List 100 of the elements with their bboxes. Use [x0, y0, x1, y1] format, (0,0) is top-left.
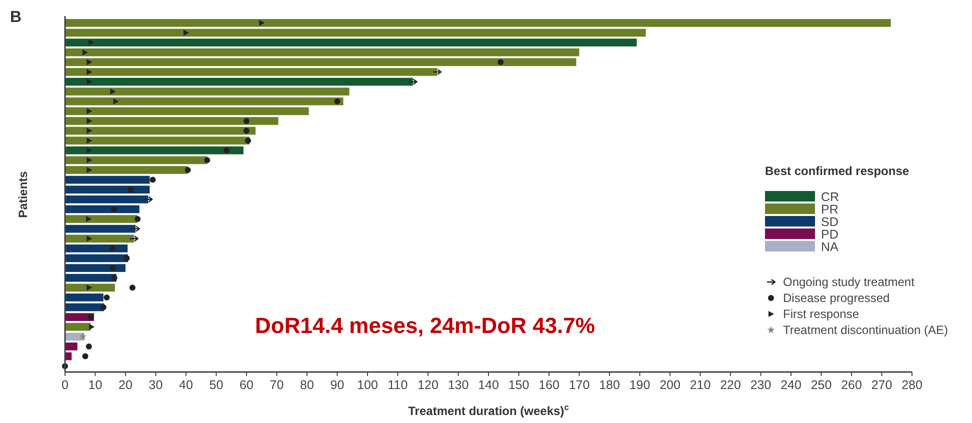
- legend-label: Treatment discontinuation (AE): [783, 323, 948, 337]
- bar: [65, 166, 188, 174]
- bar: [65, 19, 891, 27]
- chart-title: B: [10, 9, 22, 26]
- point: [111, 274, 118, 281]
- point: [124, 255, 130, 262]
- legend-label: Disease progressed: [783, 291, 890, 305]
- point: [134, 216, 141, 222]
- point: [224, 147, 230, 154]
- point: [184, 30, 189, 36]
- x-tick-label: 270: [871, 378, 892, 392]
- bar: [65, 146, 244, 154]
- point: [88, 314, 94, 320]
- bar: [65, 234, 134, 243]
- point: [204, 157, 210, 164]
- x-tick-label: 90: [330, 378, 344, 392]
- bar: [65, 284, 115, 292]
- bar: [65, 342, 78, 350]
- point: [89, 324, 95, 330]
- bar: [65, 224, 136, 233]
- point: [498, 59, 504, 66]
- x-tick-label: 140: [478, 378, 499, 392]
- x-tick-label: 280: [902, 378, 922, 392]
- bar: [65, 215, 138, 223]
- point: [244, 128, 250, 134]
- x-tick-label: 160: [538, 378, 560, 392]
- x-tick-label: 180: [599, 378, 620, 392]
- bar: [65, 38, 637, 46]
- legend-label: NA: [821, 240, 840, 254]
- x-axis-title: Treatment duration (weeks)$^{c}$: [408, 402, 570, 418]
- point: [334, 98, 340, 104]
- point: [86, 157, 92, 164]
- bar: [65, 126, 256, 135]
- point: [245, 138, 252, 144]
- point: [150, 176, 156, 183]
- point: [82, 49, 88, 56]
- x-tick-label: 30: [148, 378, 163, 392]
- bar: [65, 195, 148, 204]
- x-tick-label: 230: [750, 378, 772, 392]
- bar: [65, 28, 646, 37]
- bar: [65, 274, 116, 282]
- x-tick-label: 190: [629, 378, 650, 392]
- point: [82, 353, 88, 360]
- point: [86, 108, 92, 114]
- x-tick-label: 250: [810, 378, 832, 392]
- legend-label: PR: [821, 202, 838, 216]
- point: [86, 147, 92, 154]
- point: [86, 68, 92, 75]
- legend-label: First response: [783, 307, 860, 321]
- point: [110, 245, 116, 252]
- x-tick-label: 40: [179, 378, 193, 392]
- x-tick-label: 110: [388, 378, 408, 392]
- legend-label: Ongoing study treatment: [783, 275, 916, 289]
- point: [86, 59, 92, 66]
- bar: [65, 205, 140, 214]
- point: [86, 78, 92, 85]
- bar: [65, 264, 126, 272]
- legend-label: PD: [821, 228, 838, 242]
- y-axis-title: Patients: [16, 170, 30, 218]
- x-tick-label: 130: [448, 378, 469, 392]
- x-tick-label: 80: [300, 378, 314, 392]
- point: [244, 118, 250, 124]
- point: [79, 332, 87, 340]
- bar: [65, 68, 438, 76]
- point: [129, 284, 136, 291]
- point: [86, 118, 92, 124]
- bar: [65, 156, 208, 164]
- bar: [65, 176, 150, 184]
- x-tick-label: 0: [62, 378, 69, 392]
- x-tick-label: 200: [660, 378, 680, 392]
- point: [110, 265, 116, 272]
- point: [104, 294, 110, 300]
- x-tick-label: 70: [270, 378, 284, 392]
- bar: [65, 186, 150, 194]
- point: [88, 40, 94, 46]
- bar: [65, 254, 128, 262]
- point: [184, 166, 191, 173]
- x-tick-label: 10: [88, 378, 102, 392]
- bar: [65, 78, 413, 86]
- point: [128, 186, 134, 193]
- point: [86, 236, 92, 242]
- x-tick-label: 20: [118, 378, 132, 392]
- bar: [65, 244, 128, 252]
- point: [111, 206, 118, 212]
- legend-label: SD: [821, 215, 838, 229]
- annotation: DoR14.4 meses, 24m-DoR 43.7%: [255, 313, 595, 338]
- x-tick-label: 240: [780, 378, 802, 392]
- x-tick-label: 170: [568, 378, 590, 392]
- x-tick-label: 120: [418, 378, 438, 392]
- bar: [65, 117, 278, 125]
- bar: [65, 322, 91, 331]
- bar: [65, 88, 350, 96]
- legend-label: CR: [821, 190, 840, 204]
- x-tick-label: 60: [240, 378, 254, 392]
- x-tick-label: 150: [508, 378, 530, 392]
- bar: [65, 136, 250, 144]
- point: [86, 284, 92, 291]
- bar: [65, 294, 104, 302]
- point: [86, 343, 92, 350]
- point: [86, 128, 92, 134]
